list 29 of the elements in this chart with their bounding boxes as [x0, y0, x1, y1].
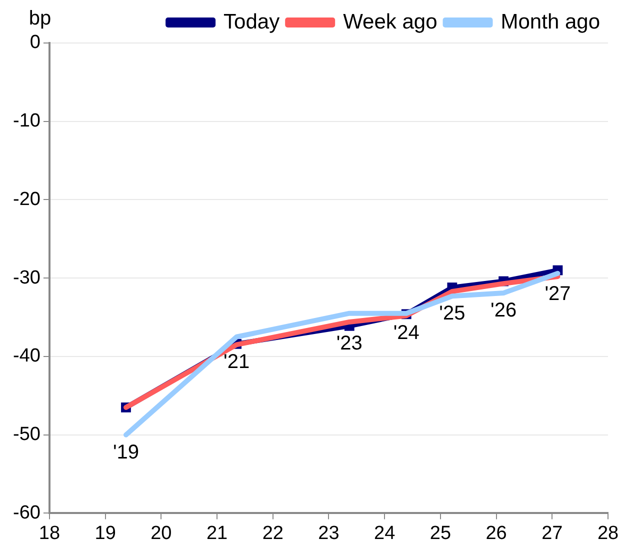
x-tick-label: 21 — [206, 522, 228, 544]
x-tick-label: 28 — [597, 522, 619, 544]
x-tick-label: 20 — [150, 522, 172, 544]
x-tick-label: 26 — [486, 522, 507, 544]
annotation: '27 — [544, 283, 571, 306]
legend-label: Week ago — [343, 10, 438, 34]
annotation: '24 — [393, 322, 420, 344]
y-tick-label: 0 — [30, 32, 40, 54]
y-tick-label: -10 — [12, 110, 40, 132]
annotation: '19 — [112, 441, 140, 464]
y-tick-label: -20 — [12, 188, 40, 210]
x-tick-label: 24 — [374, 522, 396, 544]
annotation: '21 — [224, 351, 250, 374]
annotation: '25 — [439, 302, 466, 325]
y-tick-label: -40 — [12, 346, 40, 367]
legend-label: Today — [224, 10, 280, 34]
legend-label: Month ago — [500, 10, 600, 34]
x-tick-label: 25 — [430, 522, 452, 544]
x-tick-label: 19 — [94, 522, 116, 544]
y-tick-label: -30 — [12, 267, 40, 288]
y-axis-title: bp — [28, 8, 52, 30]
y-tick-label: -60 — [12, 502, 40, 524]
annotation: '26 — [490, 300, 517, 322]
x-tick-label: 18 — [38, 522, 60, 544]
y-tick-label: -50 — [12, 424, 40, 446]
x-tick-label: 22 — [262, 522, 284, 544]
annotation: '23 — [336, 332, 362, 354]
x-tick-label: 23 — [318, 522, 340, 544]
x-tick-label: 27 — [542, 522, 563, 544]
